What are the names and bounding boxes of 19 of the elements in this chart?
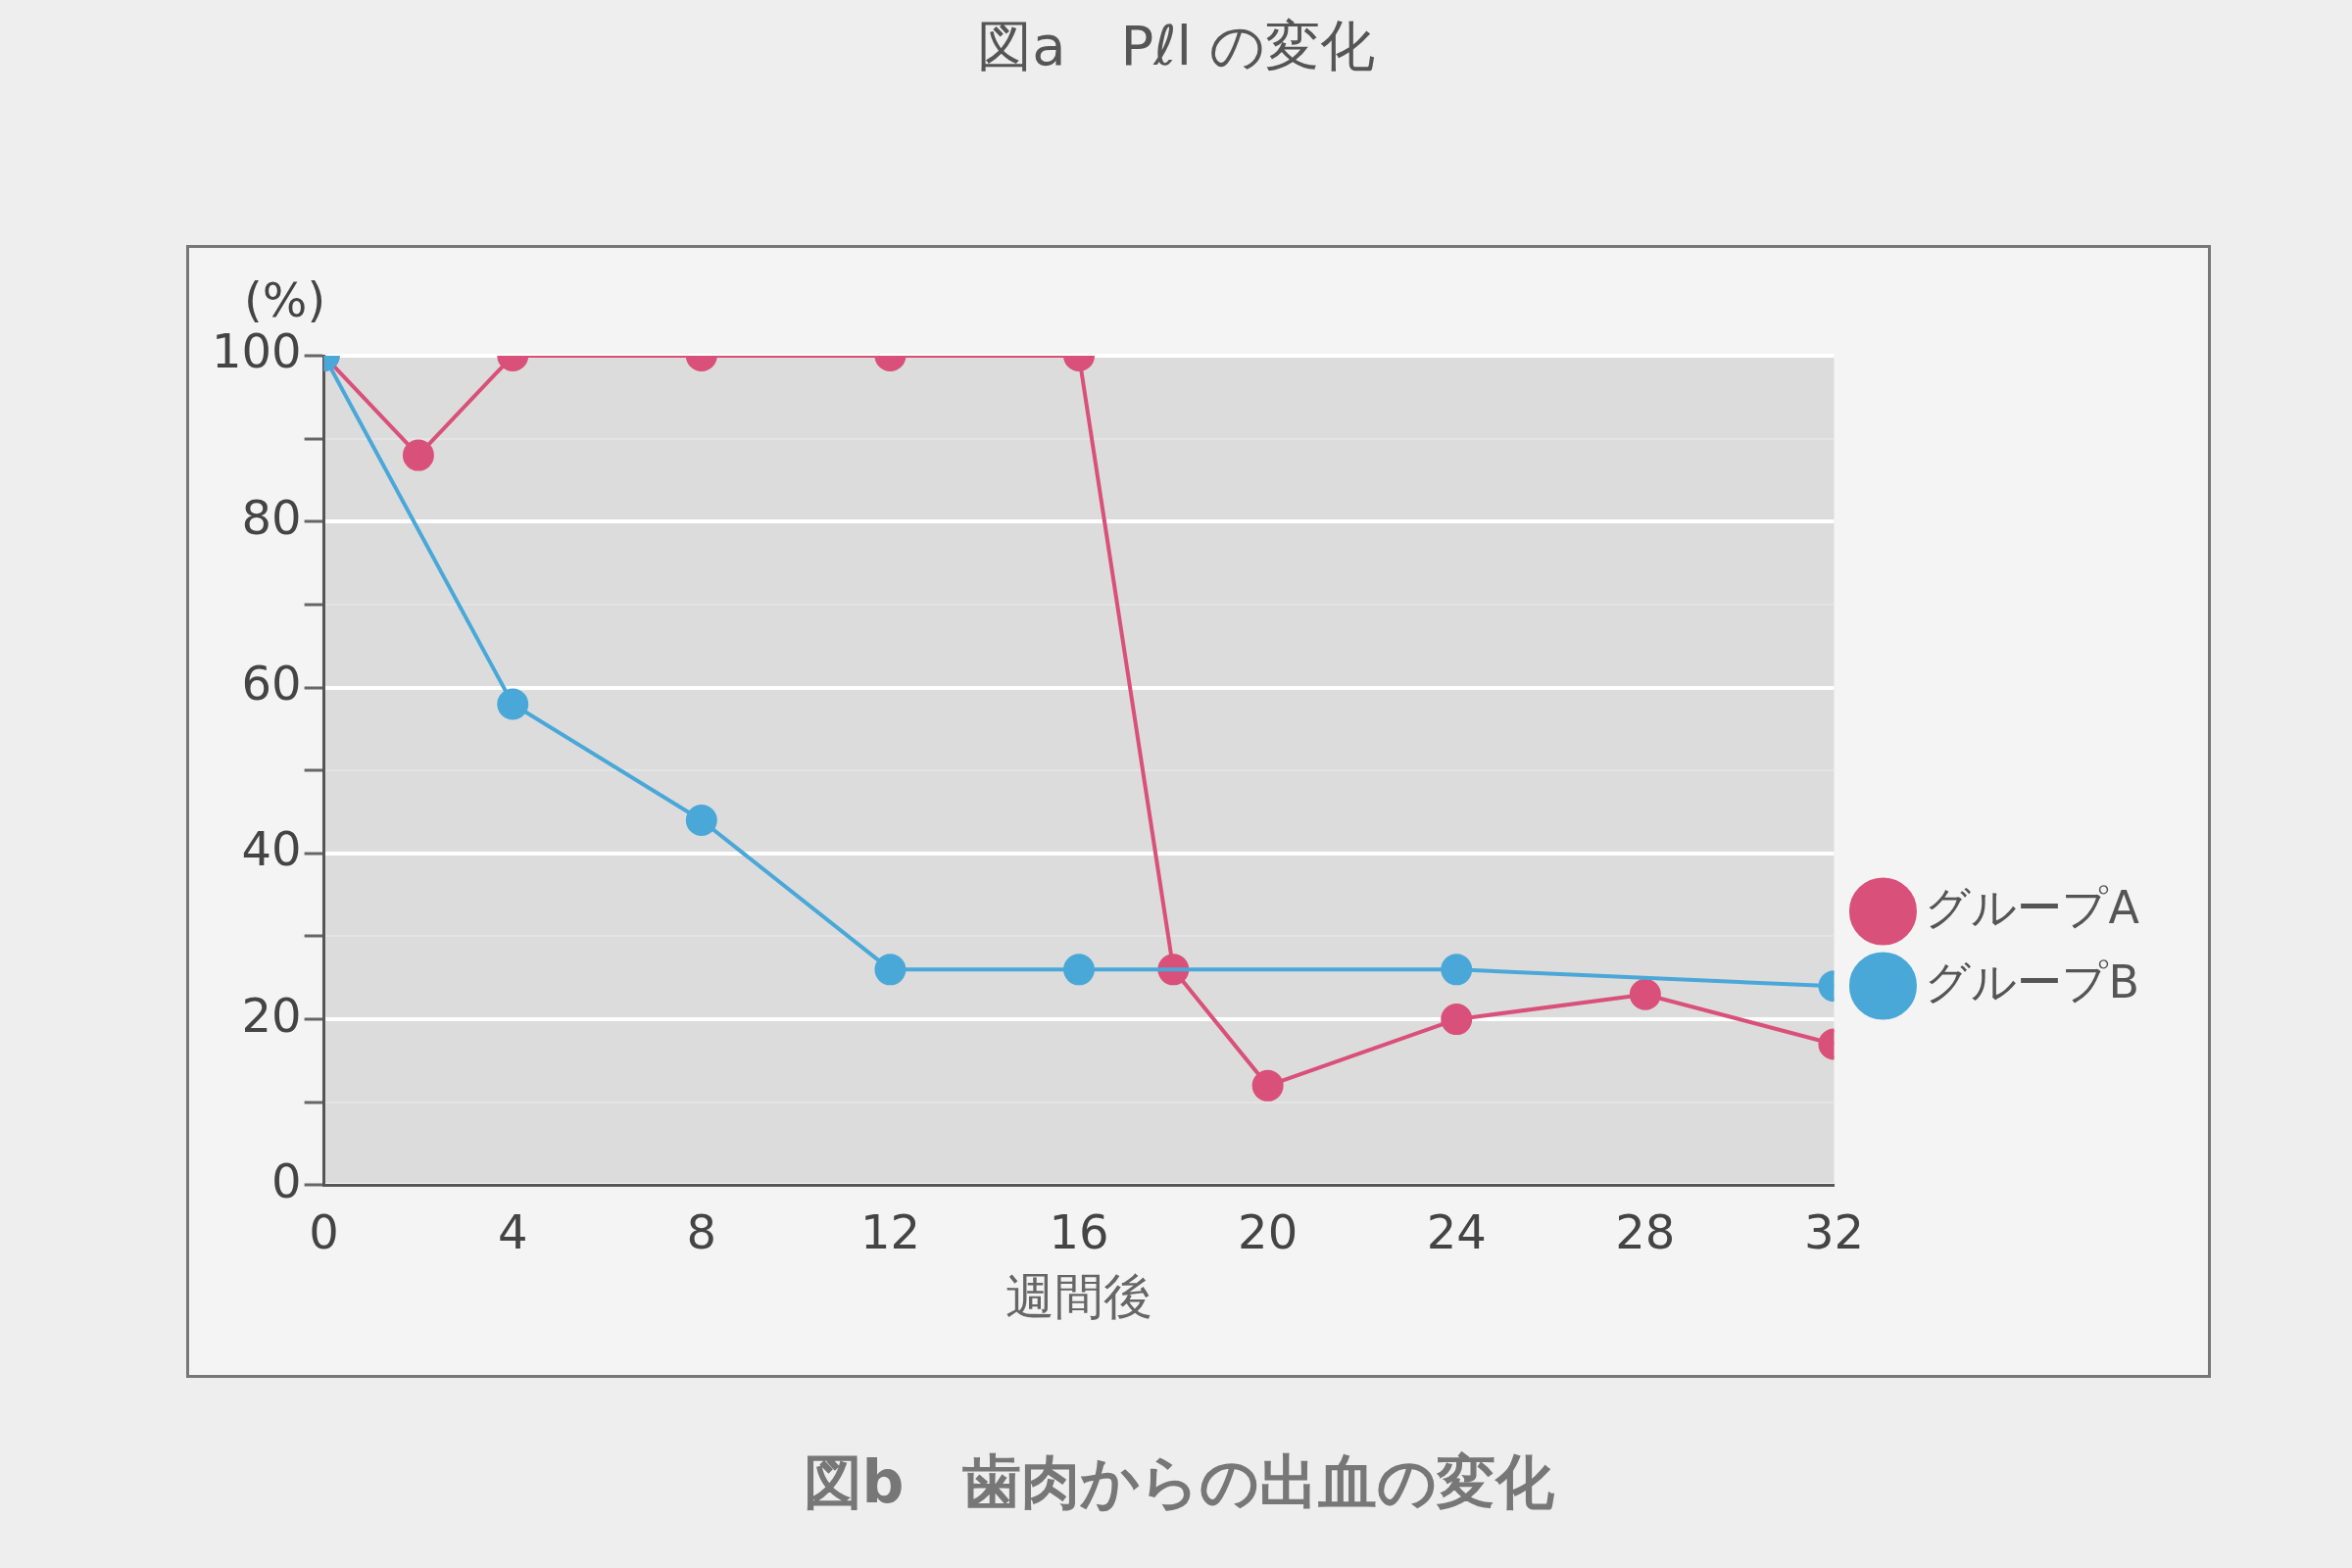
text: 図a Pℓl の変化: [976, 13, 1376, 79]
x-tick-label: 12: [859, 1203, 920, 1259]
x-tick-label: 28: [1615, 1203, 1676, 1259]
y-tick-label: 0: [271, 1152, 302, 1208]
x-axis-title: 週間後: [1005, 1267, 1153, 1325]
y-tick-label: 40: [241, 821, 302, 877]
y-tick-label: 80: [241, 489, 302, 545]
x-tick-label: 4: [497, 1203, 528, 1259]
y-tick-label: 60: [241, 656, 302, 711]
x-tick-label: 32: [1803, 1203, 1864, 1259]
x-tick-label: 0: [309, 1203, 339, 1259]
text: 図b 歯肉からの出血の変化: [803, 1446, 1556, 1516]
x-tick-label: 24: [1426, 1203, 1487, 1259]
legend-label: グループB: [1925, 955, 2139, 1008]
y-tick-label: 20: [241, 987, 302, 1043]
legend-label: グループA: [1925, 880, 2140, 934]
x-tick-label: 16: [1049, 1203, 1109, 1259]
x-tick-label: 8: [686, 1203, 717, 1259]
x-tick-label: 20: [1238, 1203, 1298, 1259]
